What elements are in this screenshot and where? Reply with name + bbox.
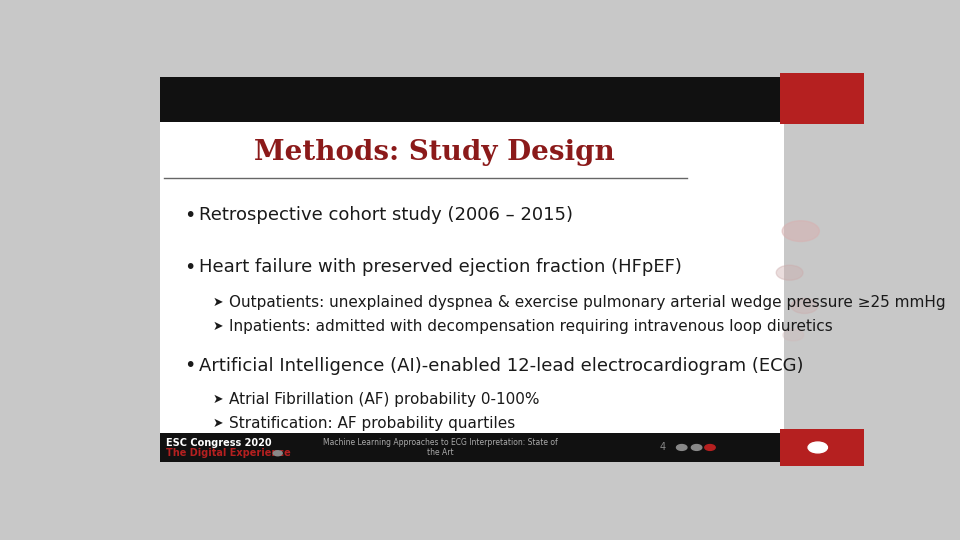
Text: Atrial Fibrillation (AF) probability 0-100%: Atrial Fibrillation (AF) probability 0-1… — [228, 392, 540, 407]
Circle shape — [808, 442, 828, 453]
Bar — [160, 77, 783, 122]
Text: Retrospective cohort study (2006 – 2015): Retrospective cohort study (2006 – 2015) — [199, 206, 573, 224]
Text: ESC Congress 2020: ESC Congress 2020 — [166, 438, 272, 448]
Text: ➤: ➤ — [212, 320, 223, 333]
Text: •: • — [184, 258, 195, 276]
Text: ➤: ➤ — [212, 296, 223, 309]
Text: •: • — [184, 206, 195, 225]
Text: ➤: ➤ — [212, 417, 223, 430]
Circle shape — [705, 444, 715, 450]
Bar — [780, 429, 864, 466]
Circle shape — [777, 265, 803, 280]
Text: Methods: Study Design: Methods: Study Design — [254, 139, 614, 166]
Bar — [160, 77, 783, 462]
Text: ➤: ➤ — [212, 393, 223, 406]
Circle shape — [783, 329, 804, 341]
Text: Heart failure with preserved ejection fraction (HFpEF): Heart failure with preserved ejection fr… — [199, 258, 682, 276]
Text: Stratification: AF probability quartiles: Stratification: AF probability quartiles — [228, 416, 515, 431]
Circle shape — [782, 221, 820, 241]
Circle shape — [274, 451, 282, 456]
Circle shape — [677, 444, 687, 450]
Text: 4: 4 — [660, 442, 666, 453]
Text: Outpatients: unexplained dyspnea & exercise pulmonary arterial wedge pressure ≥2: Outpatients: unexplained dyspnea & exerc… — [228, 295, 946, 310]
Text: •: • — [184, 356, 195, 375]
Bar — [780, 73, 864, 124]
Text: The Digital Experience: The Digital Experience — [166, 448, 291, 458]
Text: Machine Learning Approaches to ECG Interpretation: State of
the Art: Machine Learning Approaches to ECG Inter… — [323, 438, 558, 457]
Circle shape — [691, 444, 702, 450]
Text: Artificial Intelligence (AI)-enabled 12-lead electrocardiogram (ECG): Artificial Intelligence (AI)-enabled 12-… — [199, 357, 804, 375]
Bar — [160, 433, 783, 462]
Text: Inpatients: admitted with decompensation requiring intravenous loop diuretics: Inpatients: admitted with decompensation… — [228, 319, 832, 334]
Circle shape — [791, 299, 818, 313]
